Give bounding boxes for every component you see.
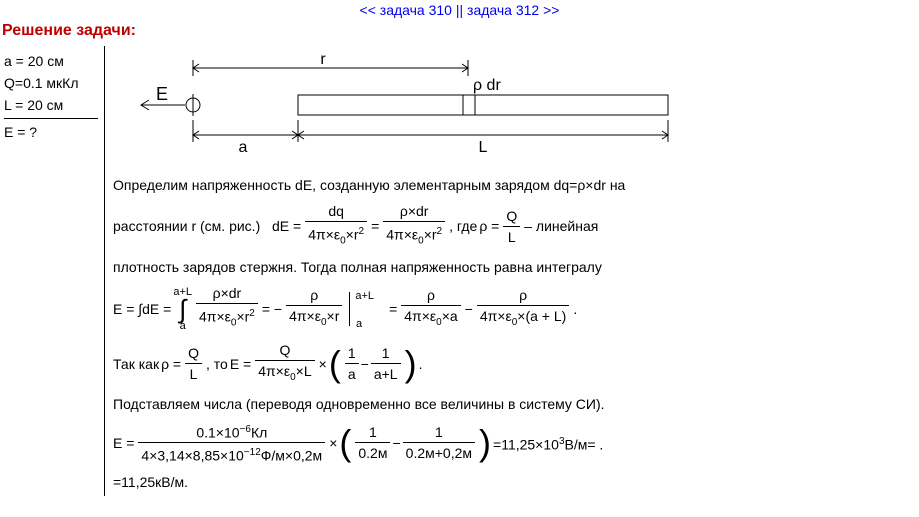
txt: расстоянии r (см. рис.) [113, 216, 260, 236]
rho-eq: ρ = [479, 216, 499, 236]
den: 4π×ε0×r2 [305, 222, 367, 251]
paren-calc: 1 0.2м − 1 0.2м+0,2м [339, 422, 491, 463]
eq: = [371, 216, 379, 236]
den: L [185, 364, 202, 384]
given-divider [4, 118, 98, 119]
den: a [345, 364, 359, 384]
svg-text:a: a [239, 139, 248, 156]
nav-sep: || [452, 2, 467, 18]
den: 0.2м+0,2м [403, 443, 475, 463]
num: 1 [355, 422, 390, 443]
svg-text:L: L [479, 139, 488, 156]
int-limits: a+L ∫ a [173, 286, 192, 332]
num: Q [503, 206, 520, 227]
dot: . [419, 354, 423, 374]
minus: − [361, 354, 369, 374]
num: 1 [371, 343, 401, 364]
nav-links: << задача 310 || задача 312 >> [0, 0, 919, 18]
num: 1 [345, 343, 359, 364]
den: L [503, 227, 520, 247]
dE-lhs: dE = [272, 216, 301, 236]
given-E: E = ? [4, 121, 98, 143]
times: × [319, 354, 327, 374]
num: Q [255, 340, 314, 361]
frac-aL: ρ 4π×ε0×(a + L) [477, 285, 569, 333]
num: 0.1×10−6Кл [138, 420, 325, 444]
frac-calc: 0.1×10−6Кл 4×3,14×8,85×10−12Ф/м×0,2м [138, 420, 325, 466]
E-lhs: E = [230, 354, 251, 374]
frac-dq: dq 4π×ε0×r2 [305, 201, 367, 251]
txt: , то [206, 354, 228, 374]
frac-1a-calc: 1 0.2м [355, 422, 390, 463]
minus: − [465, 299, 473, 319]
svg-text:r: r [320, 51, 326, 68]
para-1a: Определим напряженность dE, созданную эл… [113, 175, 911, 195]
eq: = [389, 299, 397, 319]
den: 0.2м [355, 443, 390, 463]
final-result: =11,25кВ/м. [113, 472, 911, 492]
den: 4π×ε0×a [401, 306, 460, 333]
num: 1 [403, 422, 475, 443]
num: ρ [401, 285, 460, 306]
eq-numeric: E = 0.1×10−6Кл 4×3,14×8,85×10−12Ф/м×0,2м… [113, 420, 911, 466]
dot: . [573, 299, 577, 319]
frac-1aL-calc: 1 0.2м+0,2м [403, 422, 475, 463]
frac-QL2: Q L [185, 343, 202, 384]
den: 4π×ε0×r2 [383, 222, 445, 251]
minus: − [392, 433, 400, 453]
num: dq [305, 201, 367, 222]
num: ρ×dr [383, 201, 445, 222]
E-int: E = ∫dE = [113, 299, 171, 319]
para-4: Подставляем числа (переводя одновременно… [113, 394, 911, 414]
given-panel: a = 20 см Q=0.1 мкКл L = 20 см E = ? [0, 46, 105, 496]
eq-subst: Так как ρ = Q L , то E = Q 4π×ε0×L × 1 a… [113, 340, 911, 388]
den: 4π×ε0×r [286, 306, 342, 333]
num: ρ [477, 285, 569, 306]
eval-bar: a+L a [349, 298, 384, 320]
frac-QLfull: Q 4π×ε0×L [255, 340, 314, 388]
para-2: плотность зарядов стержня. Тогда полная … [113, 257, 911, 277]
num: Q [185, 343, 202, 364]
given-L: L = 20 см [4, 94, 98, 116]
num: ρ [286, 285, 342, 306]
frac-a: ρ 4π×ε0×a [401, 285, 460, 333]
txt: – линейная [524, 216, 598, 236]
paren-diff: 1 a − 1 a+L [329, 343, 417, 384]
solution-panel: r E ρ dr a L Определим напря [105, 46, 919, 496]
rho-eq: ρ = [161, 354, 181, 374]
minus: = − [262, 299, 282, 319]
den: 4π×ε0×(a + L) [477, 306, 569, 333]
frac-eval: ρ 4π×ε0×r [286, 285, 342, 333]
txt: Так как [113, 354, 159, 374]
den: a+L [371, 364, 401, 384]
den: 4π×ε0×L [255, 361, 314, 388]
next-link[interactable]: задача 312 >> [467, 2, 559, 18]
frac-rho: ρ×dr 4π×ε0×r2 [383, 201, 445, 251]
rod-diagram: r E ρ dr a L [123, 50, 683, 160]
frac-1aL: 1 a+L [371, 343, 401, 384]
given-a: a = 20 см [4, 50, 98, 72]
main-layout: a = 20 см Q=0.1 мкКл L = 20 см E = ? r E… [0, 46, 919, 496]
frac-QL: Q L [503, 206, 520, 247]
num: ρ×dr [196, 283, 258, 304]
page-heading: Решение задачи: [2, 22, 919, 40]
svg-text:ρ dr: ρ dr [473, 77, 501, 94]
txt: , где [449, 216, 477, 236]
prev-link[interactable]: << задача 310 [360, 2, 452, 18]
svg-text:E: E [156, 84, 168, 104]
frac-int: ρ×dr 4π×ε0×r2 [196, 283, 258, 333]
times: × [329, 433, 337, 453]
eq-dE: расстоянии r (см. рис.) dE = dq 4π×ε0×r2… [113, 201, 911, 251]
den: 4π×ε0×r2 [196, 304, 258, 333]
E-lhs: E = [113, 433, 134, 453]
eq-integral: E = ∫dE = a+L ∫ a ρ×dr 4π×ε0×r2 = − ρ 4π… [113, 283, 911, 333]
given-Q: Q=0.1 мкКл [4, 72, 98, 94]
den: 4×3,14×8,85×10−12Ф/м×0,2м [138, 443, 325, 466]
frac-1a: 1 a [345, 343, 359, 384]
result: =11,25×103В/м= . [493, 432, 603, 455]
